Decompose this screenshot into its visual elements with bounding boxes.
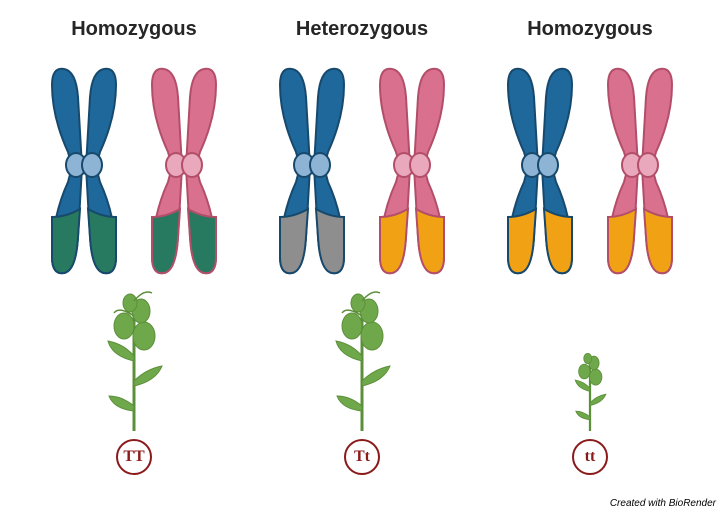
chromosome-blue-icon <box>508 69 572 273</box>
panel-title: Homozygous <box>71 18 197 41</box>
genotype-badge: TT <box>116 439 152 475</box>
chromosome-pink-icon <box>608 69 672 273</box>
chromosome-blue-icon <box>52 69 116 273</box>
chromosome-pair <box>490 57 690 277</box>
panel-heterozygous: Heterozygous <box>248 18 476 475</box>
chromosome-pink-icon <box>152 69 216 273</box>
plant-wrap <box>94 281 174 431</box>
diagram-container: Homozygous <box>0 0 724 475</box>
chromosome-pair <box>34 57 234 277</box>
genotype-badge: tt <box>572 439 608 475</box>
chromosome-pink-icon <box>380 69 444 273</box>
panel-title: Heterozygous <box>296 18 428 41</box>
pea-plant-icon <box>322 281 402 431</box>
chromosome-pair <box>262 57 462 277</box>
plant-wrap <box>322 281 402 431</box>
chromosome-blue-icon <box>280 69 344 273</box>
panel-homozygous-recessive: Homozygous <box>476 18 704 475</box>
plant-wrap <box>565 281 615 431</box>
attribution-text: Created with BioRender <box>610 498 716 509</box>
panel-homozygous-dominant: Homozygous <box>20 18 248 475</box>
panel-title: Homozygous <box>527 18 653 41</box>
pea-plant-icon <box>94 281 174 431</box>
pea-plant-icon <box>565 346 615 431</box>
genotype-badge: Tt <box>344 439 380 475</box>
